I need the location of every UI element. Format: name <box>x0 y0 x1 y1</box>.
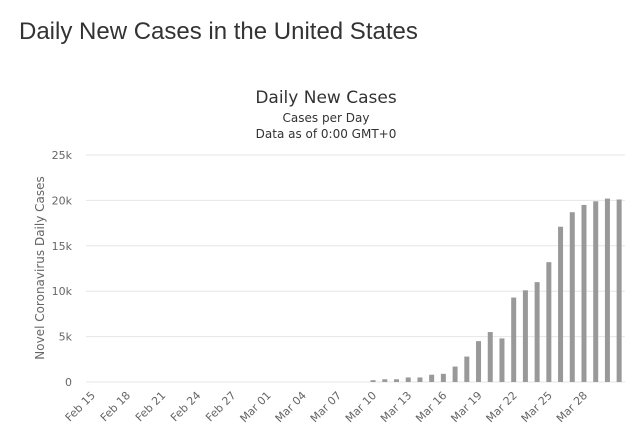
grid-lines <box>86 154 625 383</box>
x-tick-label: Mar 01 <box>238 389 274 425</box>
bar <box>604 198 610 382</box>
bar-series <box>370 198 622 382</box>
bar <box>522 290 528 382</box>
chart-title: Daily New Cases <box>255 88 397 108</box>
x-tick-label: Mar 28 <box>554 389 590 425</box>
bar <box>534 282 540 382</box>
bar <box>499 338 505 382</box>
bar <box>429 374 435 382</box>
x-tick-label: Mar 22 <box>484 389 520 425</box>
bar <box>452 366 458 382</box>
bar <box>581 204 587 382</box>
bar <box>370 380 376 382</box>
y-axis-title: Novel Coronavirus Daily Cases <box>33 176 47 359</box>
x-tick-label: Feb 15 <box>63 389 98 424</box>
bar <box>440 373 446 382</box>
bar <box>464 356 470 382</box>
y-tick-label: 20k <box>52 194 73 207</box>
x-tick-label: Mar 13 <box>378 389 414 425</box>
bar <box>616 199 622 382</box>
x-tick-label: Feb 21 <box>133 389 168 424</box>
x-tick-label: Feb 24 <box>168 389 203 424</box>
y-tick-label: 0 <box>65 376 72 389</box>
bar <box>487 332 493 382</box>
page-title: Daily New Cases in the United States <box>19 18 418 45</box>
x-tick-label: Mar 25 <box>519 389 555 425</box>
bar <box>569 212 575 382</box>
x-tick-label: Mar 16 <box>413 389 449 425</box>
x-tick-label: Feb 18 <box>98 389 133 424</box>
y-axis-ticks: 0 5k 10k 15k 20k 25k <box>52 149 73 389</box>
bar <box>546 262 552 382</box>
bar <box>558 226 564 382</box>
bar <box>405 377 411 382</box>
x-tick-label: Mar 04 <box>273 389 309 425</box>
chart-subtitle-line-2: Data as of 0:00 GMT+0 <box>256 127 397 141</box>
y-tick-label: 5k <box>59 331 73 344</box>
bar <box>593 201 599 382</box>
bar <box>511 297 517 382</box>
bar <box>417 377 423 382</box>
bar <box>476 341 482 382</box>
y-tick-label: 10k <box>52 285 73 298</box>
x-tick-label: Feb 27 <box>203 389 238 424</box>
y-tick-label: 15k <box>52 240 73 253</box>
x-tick-label: Mar 10 <box>343 389 379 425</box>
bar <box>382 379 388 382</box>
x-tick-label: Mar 07 <box>308 389 344 425</box>
y-tick-label: 25k <box>52 149 73 162</box>
chart-subtitle-line-1: Cases per Day <box>283 111 370 125</box>
x-tick-label: Mar 19 <box>448 389 484 425</box>
bar <box>394 379 400 382</box>
